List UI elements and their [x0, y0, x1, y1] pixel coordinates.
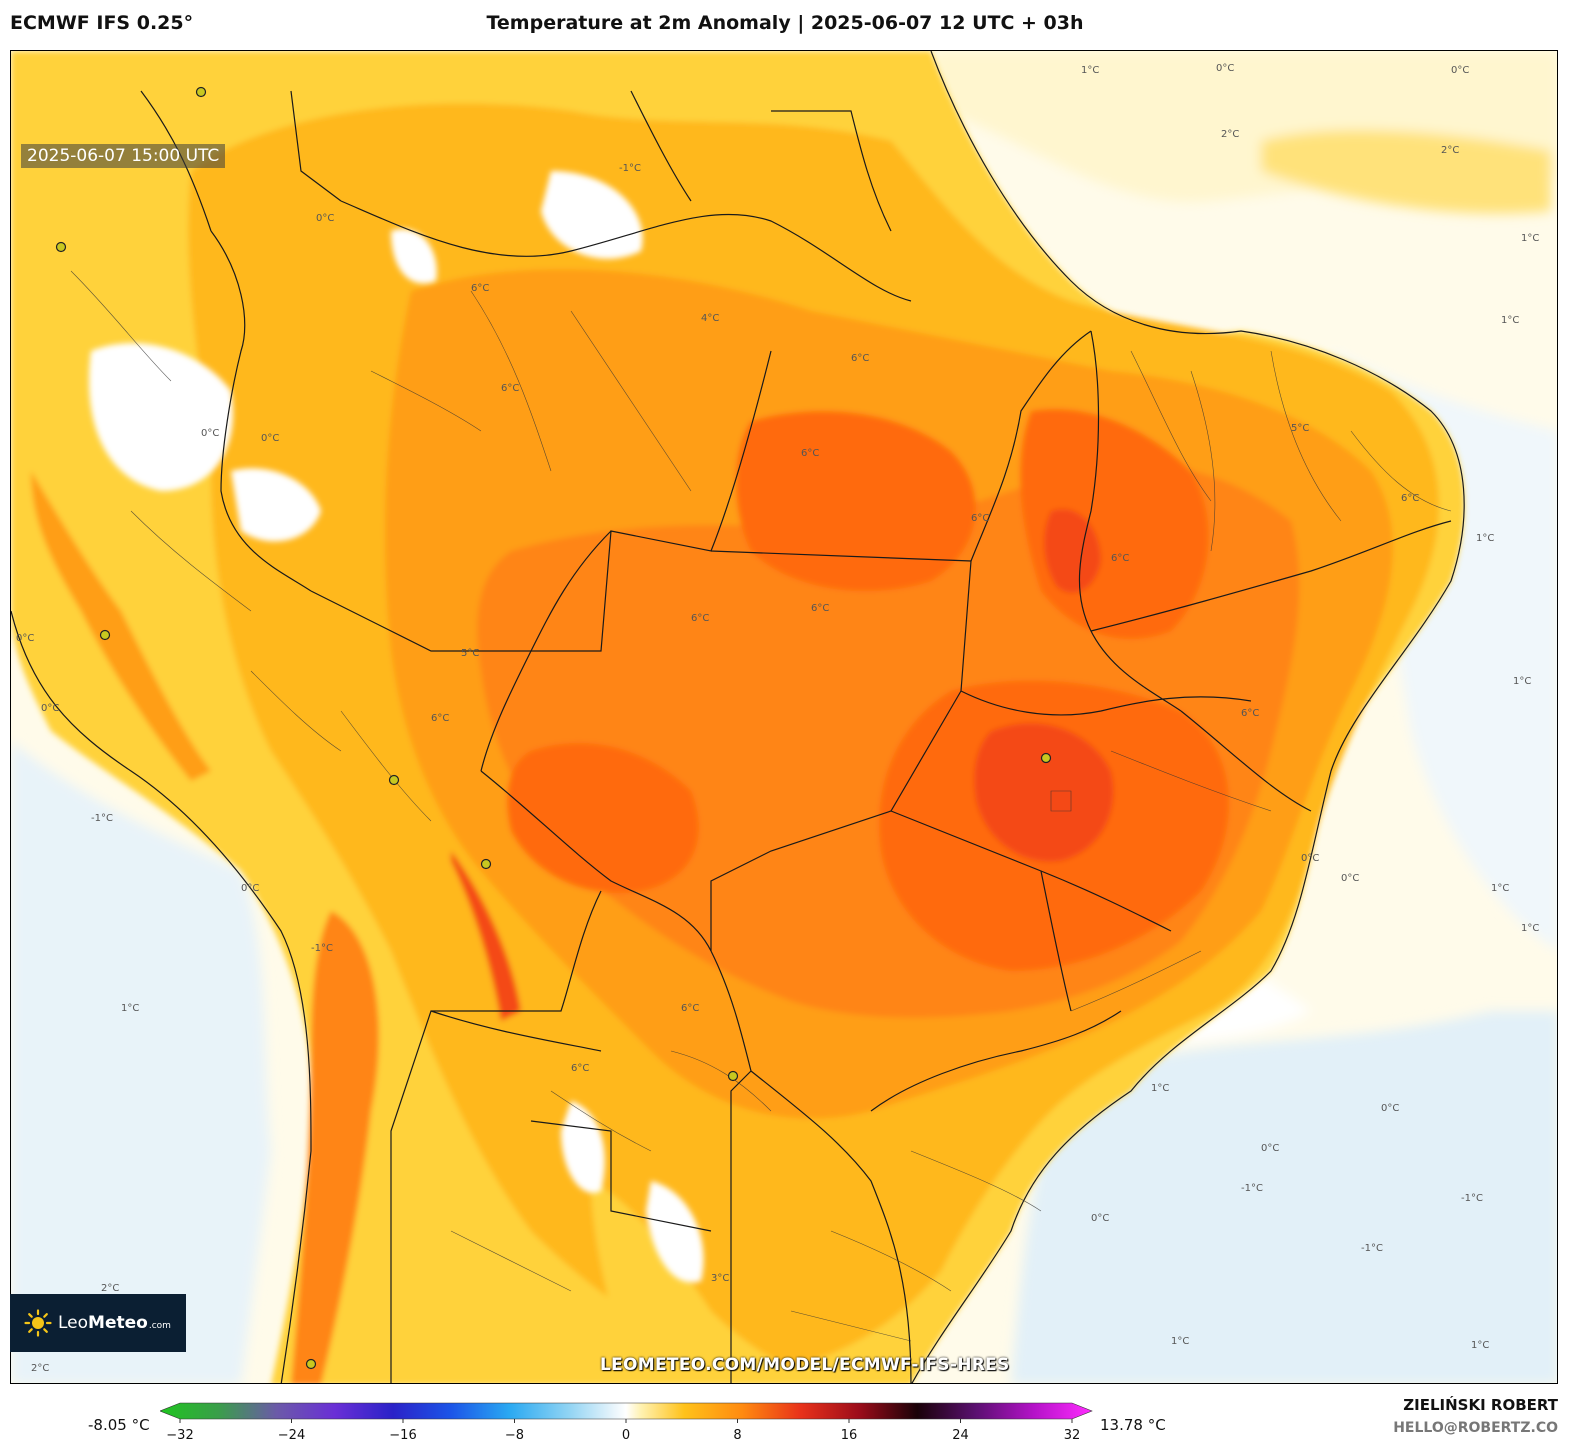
contour-label: 6°C — [971, 513, 989, 524]
contour-label: 5°C — [1291, 423, 1309, 434]
contour-label: 1°C — [121, 1003, 139, 1014]
colorbar-tick-label: −24 — [278, 1428, 305, 1443]
contour-label: 0°C — [16, 633, 34, 644]
contour-label: 3°C — [711, 1273, 729, 1284]
author-name: ZIELIŃSKI ROBERT — [1403, 1396, 1558, 1414]
contour-labels: 1°C 0°C 0°C 2°C 2°C 1°C 1°C -1°C 0°C 0°C… — [16, 63, 1539, 1374]
contour-label: -1°C — [619, 163, 641, 174]
neutral-patches — [89, 171, 704, 1283]
city-marker — [195, 86, 207, 98]
contour-label: 2°C — [101, 1283, 119, 1294]
source-url-watermark: LEOMETEO.COM/MODEL/ECMWF-IFS-HRES — [600, 1355, 1010, 1375]
colorbar-tick-label: 32 — [1064, 1428, 1081, 1443]
contour-label: 0°C — [1216, 63, 1234, 74]
colorbar-ticks: −32 −24 −16 −8 0 8 16 24 32 — [166, 1419, 1080, 1443]
contour-label: 1°C — [1081, 65, 1099, 76]
colorbar-tick-label: 0 — [622, 1428, 630, 1443]
contour-label: -1°C — [1361, 1243, 1383, 1254]
contour-label: 1°C — [1521, 923, 1539, 934]
contour-label: 1°C — [1471, 1340, 1489, 1351]
colorbar-tick-label: −16 — [389, 1428, 416, 1443]
contour-label: 6°C — [801, 448, 819, 459]
contour-label: 1°C — [1151, 1083, 1169, 1094]
contour-label: -1°C — [91, 813, 113, 824]
contour-label: 6°C — [851, 353, 869, 364]
contour-label: 1°C — [1513, 676, 1531, 687]
city-marker — [1040, 752, 1052, 764]
continent-shading — [11, 51, 1465, 1383]
contour-label: 1°C — [1521, 233, 1539, 244]
colorbar: −32 −24 −16 −8 0 8 16 24 32 — [160, 1402, 1093, 1443]
contour-label: 5°C — [461, 648, 479, 659]
colorbar-tick-label: 8 — [733, 1428, 741, 1443]
contour-label: 6°C — [1401, 493, 1419, 504]
contour-label: 0°C — [261, 433, 279, 444]
contour-label: 6°C — [1111, 553, 1129, 564]
country-borders — [11, 51, 1465, 1383]
colorbar-tick-label: −8 — [505, 1428, 524, 1443]
contour-label: 0°C — [41, 703, 59, 714]
contour-label: -1°C — [1241, 1183, 1263, 1194]
contour-label: -1°C — [311, 943, 333, 954]
sun-icon — [24, 1309, 52, 1337]
contour-label: 0°C — [1341, 873, 1359, 884]
city-marker — [305, 1358, 317, 1370]
logo-text: LeoMeteo — [58, 1313, 148, 1333]
city-marker — [388, 774, 400, 786]
contour-label: 1°C — [1476, 533, 1494, 544]
author-email[interactable]: HELLO@ROBERTZ.CO — [1393, 1420, 1558, 1436]
contour-label: 2°C — [1221, 129, 1239, 140]
colorbar-tick-label: 16 — [841, 1428, 858, 1443]
city-markers — [55, 86, 1052, 1370]
anomaly-map: 1°C 0°C 0°C 2°C 2°C 1°C 1°C -1°C 0°C 0°C… — [11, 51, 1557, 1383]
contour-label: 6°C — [431, 713, 449, 724]
contour-label: 6°C — [571, 1063, 589, 1074]
contour-label: 0°C — [201, 428, 219, 439]
contour-label: 2°C — [1441, 145, 1459, 156]
contour-label: 0°C — [241, 883, 259, 894]
contour-label: -1°C — [1461, 1193, 1483, 1204]
contour-label: 0°C — [316, 213, 334, 224]
valid-time-badge: 2025-06-07 15:00 UTC — [21, 144, 226, 168]
contour-label: 0°C — [1451, 65, 1469, 76]
contour-label: 0°C — [1261, 1143, 1279, 1154]
contour-label: 1°C — [1171, 1336, 1189, 1347]
city-marker — [480, 858, 492, 870]
colorbar-tick-label: 24 — [952, 1428, 969, 1443]
contour-label: 1°C — [1491, 883, 1509, 894]
contour-label: 2°C — [31, 1363, 49, 1374]
colorbar-gradient — [160, 1402, 1093, 1420]
state-borders — [70, 270, 1452, 1342]
model-name: ECMWF IFS 0.25° — [10, 12, 194, 34]
contour-label: 6°C — [811, 603, 829, 614]
max-value-label: 13.78 °C — [1100, 1416, 1166, 1434]
colorbar-tick-label: −32 — [166, 1428, 193, 1443]
contour-label: 6°C — [471, 283, 489, 294]
city-marker — [55, 241, 67, 253]
chart-title: Temperature at 2m Anomaly | 2025-06-07 1… — [486, 12, 1084, 34]
contour-label: 6°C — [681, 1003, 699, 1014]
city-marker — [727, 1070, 739, 1082]
contour-label: 6°C — [501, 383, 519, 394]
contour-label: 4°C — [701, 313, 719, 324]
contour-label: 6°C — [691, 613, 709, 624]
leometeo-logo[interactable]: LeoMeteo .com — [10, 1294, 186, 1352]
logo-suffix: .com — [148, 1320, 171, 1331]
min-value-label: -8.05 °C — [88, 1416, 150, 1434]
contour-label: 0°C — [1301, 853, 1319, 864]
contour-label: 0°C — [1381, 1103, 1399, 1114]
contour-label: 1°C — [1501, 315, 1519, 326]
map-panel[interactable]: 1°C 0°C 0°C 2°C 2°C 1°C 1°C -1°C 0°C 0°C… — [10, 50, 1558, 1384]
city-marker — [99, 629, 111, 641]
contour-label: 0°C — [1091, 1213, 1109, 1224]
contour-label: 6°C — [1241, 708, 1259, 719]
